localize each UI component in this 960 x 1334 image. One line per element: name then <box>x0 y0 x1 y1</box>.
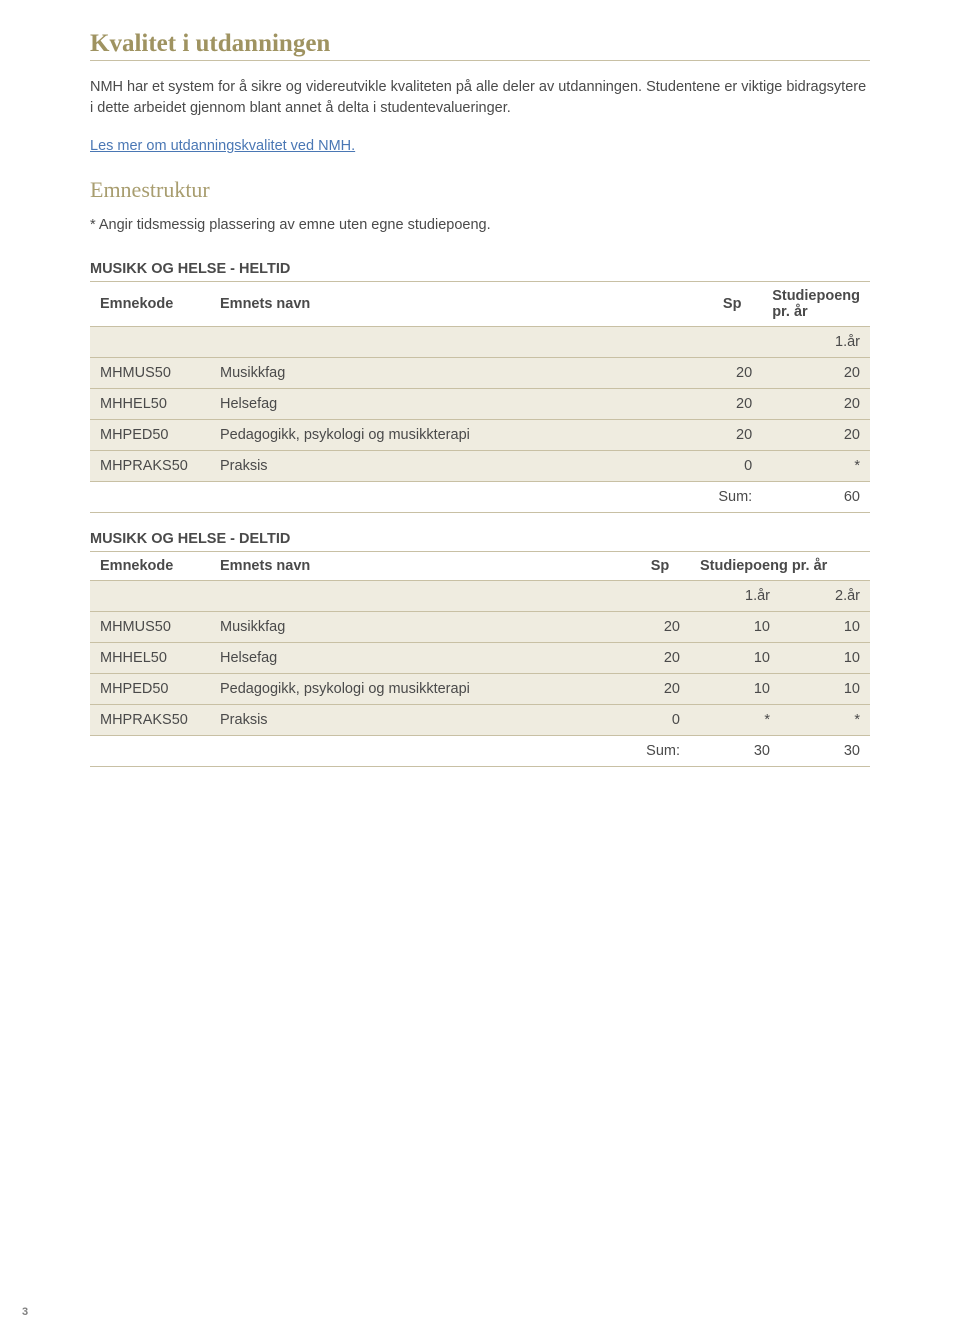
cell-y1: 20 <box>762 358 870 389</box>
cell-y2: 10 <box>780 643 870 674</box>
table-heltid: Emnekode Emnets navn Sp Studiepoeng pr. … <box>90 281 870 513</box>
cell-sp: 20 <box>702 389 762 420</box>
page-heading: Kvalitet i utdanningen <box>90 30 870 61</box>
sum-spacer <box>90 736 630 767</box>
cell-name: Musikkfag <box>210 612 630 643</box>
sum-spacer <box>90 482 702 513</box>
table-row: MHHEL50 Helsefag 20 10 10 <box>90 643 870 674</box>
cell-y1: 20 <box>762 420 870 451</box>
table-row: MHPRAKS50 Praksis 0 * * <box>90 705 870 736</box>
cell-name: Helsefag <box>210 389 702 420</box>
cell-sp: 20 <box>702 420 762 451</box>
year1-label: 1.år <box>690 581 780 612</box>
cell-name: Musikkfag <box>210 358 702 389</box>
table-deltid: Emnekode Emnets navn Sp Studiepoeng pr. … <box>90 551 870 767</box>
th-name: Emnets navn <box>210 552 630 581</box>
cell-name: Helsefag <box>210 643 630 674</box>
cell-name: Praksis <box>210 705 630 736</box>
page-container: Kvalitet i utdanningen NMH har et system… <box>0 0 960 1334</box>
cell-y1: * <box>762 451 870 482</box>
year-label: 1.år <box>762 327 870 358</box>
cell-name: Pedagogikk, psykologi og musikkterapi <box>210 674 630 705</box>
sum-y2: 30 <box>780 736 870 767</box>
note-text: * Angir tidsmessig plassering av emne ut… <box>90 217 870 233</box>
page-number: 3 <box>22 1306 28 1318</box>
cell-code: MHPRAKS50 <box>90 451 210 482</box>
table-row: MHPED50 Pedagogikk, psykologi og musikkt… <box>90 674 870 705</box>
cell-y1: 10 <box>690 612 780 643</box>
subheading-emnestruktur: Emnestruktur <box>90 177 870 203</box>
cell-code: MHHEL50 <box>90 389 210 420</box>
cell-sp: 20 <box>630 643 690 674</box>
sum-row: Sum: 30 30 <box>90 736 870 767</box>
cell-y2: * <box>780 705 870 736</box>
cell-code: MHMUS50 <box>90 358 210 389</box>
cell-name: Pedagogikk, psykologi og musikkterapi <box>210 420 702 451</box>
table-header-row: Emnekode Emnets navn Sp Studiepoeng pr. … <box>90 282 870 327</box>
quality-link[interactable]: Les mer om utdanningskvalitet ved NMH. <box>90 138 355 154</box>
table-row: MHPRAKS50 Praksis 0 * <box>90 451 870 482</box>
intro-paragraph: NMH har et system for å sikre og videreu… <box>90 77 870 119</box>
cell-code: MHPED50 <box>90 674 210 705</box>
th-code: Emnekode <box>90 282 210 327</box>
cell-sp: 20 <box>702 358 762 389</box>
table-row: MHMUS50 Musikkfag 20 10 10 <box>90 612 870 643</box>
th-spyear: Studiepoeng pr. år <box>690 552 870 581</box>
th-code: Emnekode <box>90 552 210 581</box>
year2-label: 2.år <box>780 581 870 612</box>
cell-y1: * <box>690 705 780 736</box>
cell-code: MHPED50 <box>90 420 210 451</box>
cell-code: MHMUS50 <box>90 612 210 643</box>
sum-row: Sum: 60 <box>90 482 870 513</box>
sum-label: Sum: <box>630 736 690 767</box>
year-row: 1.år <box>90 327 870 358</box>
table-row: MHHEL50 Helsefag 20 20 <box>90 389 870 420</box>
cell-y1: 10 <box>690 643 780 674</box>
table2-title: MUSIKK OG HELSE - DELTID <box>90 531 870 547</box>
cell-y1: 20 <box>762 389 870 420</box>
year-row-spacer <box>90 327 762 358</box>
th-sp: Sp <box>630 552 690 581</box>
table-row: MHPED50 Pedagogikk, psykologi og musikkt… <box>90 420 870 451</box>
year-row-spacer <box>90 581 690 612</box>
cell-y2: 10 <box>780 674 870 705</box>
sum-y1: 30 <box>690 736 780 767</box>
sum-y1: 60 <box>762 482 870 513</box>
th-sp: Sp <box>702 282 762 327</box>
cell-sp: 0 <box>702 451 762 482</box>
cell-sp: 20 <box>630 612 690 643</box>
cell-y1: 10 <box>690 674 780 705</box>
table-row: MHMUS50 Musikkfag 20 20 <box>90 358 870 389</box>
table1-title: MUSIKK OG HELSE - HELTID <box>90 261 870 277</box>
sum-label: Sum: <box>702 482 762 513</box>
table-header-row: Emnekode Emnets navn Sp Studiepoeng pr. … <box>90 552 870 581</box>
cell-y2: 10 <box>780 612 870 643</box>
cell-sp: 0 <box>630 705 690 736</box>
cell-code: MHHEL50 <box>90 643 210 674</box>
cell-name: Praksis <box>210 451 702 482</box>
th-spyear: Studiepoeng pr. år <box>762 282 870 327</box>
cell-sp: 20 <box>630 674 690 705</box>
year-row: 1.år 2.år <box>90 581 870 612</box>
th-name: Emnets navn <box>210 282 702 327</box>
link-paragraph: Les mer om utdanningskvalitet ved NMH. <box>90 137 870 155</box>
cell-code: MHPRAKS50 <box>90 705 210 736</box>
